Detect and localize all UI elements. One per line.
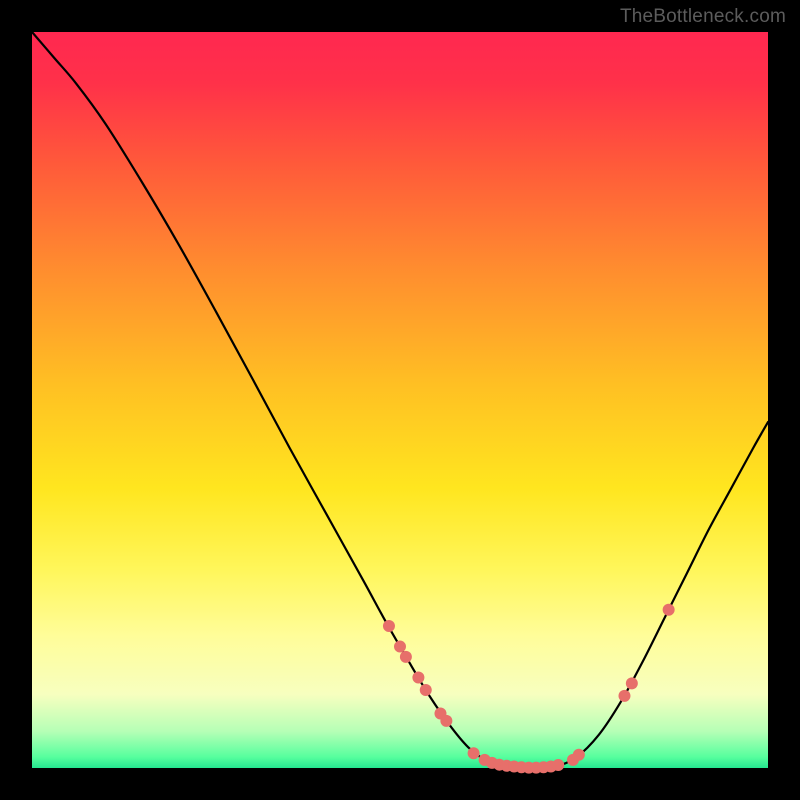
data-marker xyxy=(412,671,424,683)
data-marker xyxy=(383,620,395,632)
data-marker xyxy=(400,651,412,663)
data-marker xyxy=(420,684,432,696)
data-marker xyxy=(663,604,675,616)
attribution-label: TheBottleneck.com xyxy=(620,6,786,28)
data-marker xyxy=(552,759,564,771)
plot-area xyxy=(32,32,768,768)
chart-frame: TheBottleneck.com xyxy=(0,0,800,800)
data-marker xyxy=(468,747,480,759)
data-marker xyxy=(394,641,406,653)
data-marker xyxy=(626,677,638,689)
chart-svg xyxy=(32,32,768,768)
data-marker xyxy=(573,749,585,761)
data-marker xyxy=(440,715,452,727)
data-marker xyxy=(618,690,630,702)
